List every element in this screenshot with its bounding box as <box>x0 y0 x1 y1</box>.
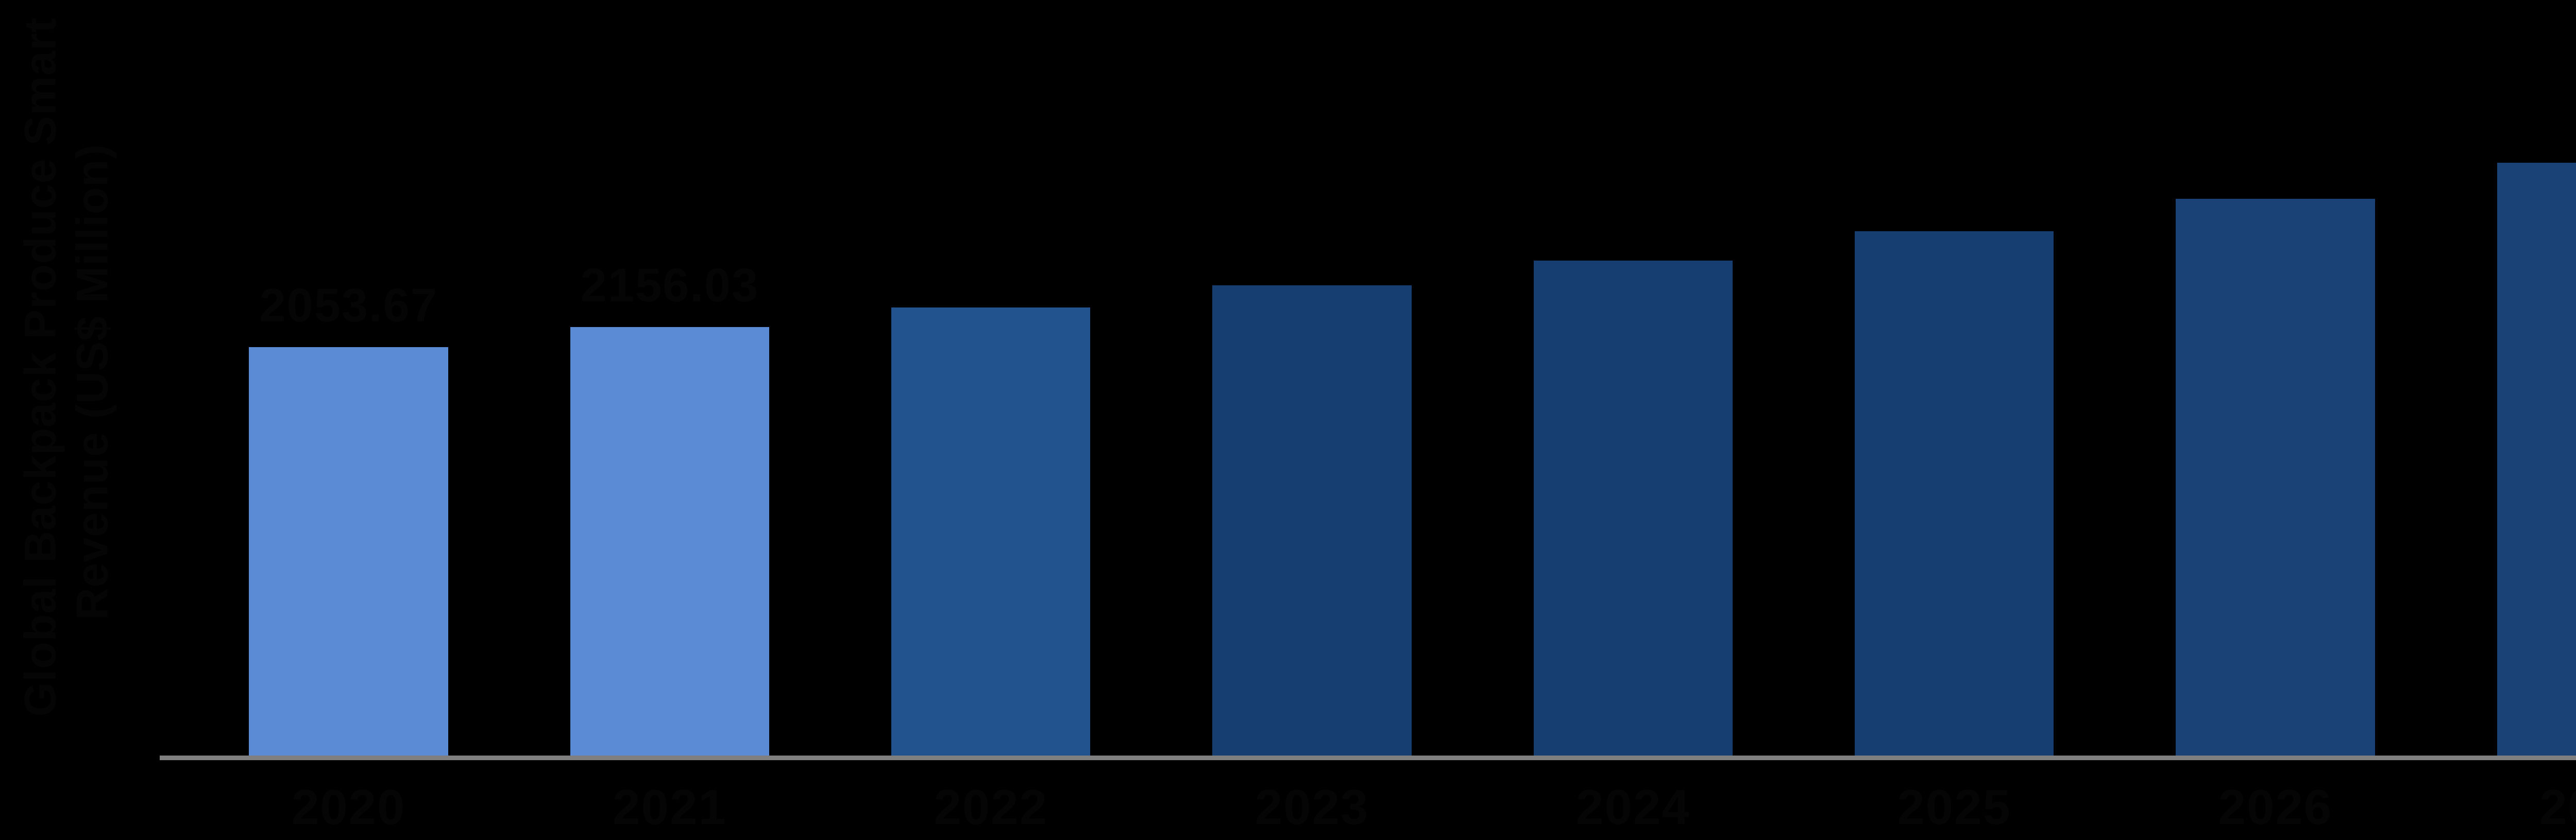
bar[interactable] <box>1212 285 1412 756</box>
bar-value-label: 2156.03 <box>580 259 759 312</box>
x-axis-tick-label: 2023 <box>1255 780 1369 835</box>
y-axis-title-line-1: Global Backpack Produce Smart <box>15 17 65 717</box>
x-axis-tick-label: 2025 <box>1897 780 2011 835</box>
bar-group <box>1533 0 1733 756</box>
bar-group <box>1212 0 1412 756</box>
y-axis-title-line-2: Revenue (US$ Million) <box>68 144 117 620</box>
bar[interactable] <box>1533 261 1733 756</box>
x-axis-line <box>160 756 2576 760</box>
bar-group <box>891 0 1091 756</box>
x-axis-tick-label: 2026 <box>2218 780 2333 835</box>
bar[interactable] <box>1854 231 2054 756</box>
bar[interactable] <box>891 307 1091 756</box>
bar-group: 2053.67 <box>249 0 448 756</box>
bar[interactable] <box>2497 162 2576 756</box>
bar[interactable] <box>249 347 448 756</box>
y-axis-title: Global Backpack Produce Smart Revenue (U… <box>15 17 120 717</box>
bar[interactable] <box>2176 198 2375 756</box>
x-axis-tick-label: 2024 <box>1576 780 1690 835</box>
bar-group <box>2497 0 2576 756</box>
bar-value-label: 2053.67 <box>259 279 438 332</box>
bar-group <box>1854 0 2054 756</box>
bar-group <box>2176 0 2375 756</box>
x-axis-tick-label: 2021 <box>613 780 727 835</box>
bar-group: 2156.03 <box>570 0 770 756</box>
bar[interactable] <box>570 327 770 756</box>
x-axis-tick-labels: 2020202120222023202420252026202720282029 <box>160 760 2576 840</box>
x-axis-tick-label: 2020 <box>291 780 406 835</box>
x-axis-tick-label: 2022 <box>934 780 1048 835</box>
x-axis-tick-label: 2027 <box>2539 780 2576 835</box>
